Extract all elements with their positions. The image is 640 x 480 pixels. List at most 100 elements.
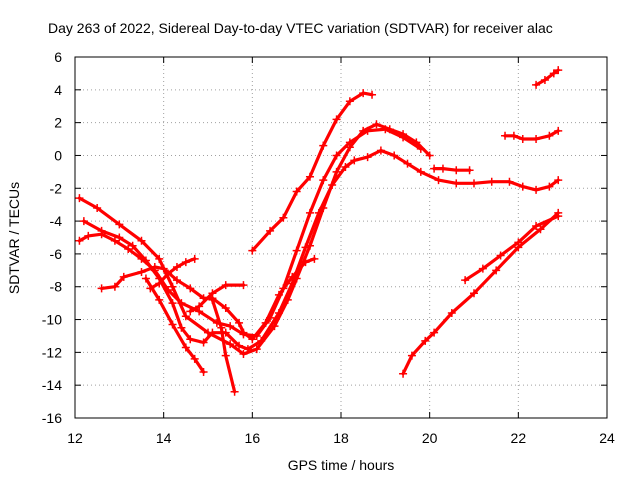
x-tick-label: 12 <box>67 430 83 446</box>
data-point-marker <box>181 343 190 352</box>
data-point-marker <box>235 341 244 350</box>
data-point-marker <box>221 304 230 313</box>
data-point-marker <box>478 264 487 273</box>
data-point-marker <box>381 125 390 134</box>
data-point-marker <box>487 177 496 186</box>
data-point-marker <box>465 166 474 175</box>
data-point-marker <box>376 146 385 155</box>
data-point-marker <box>186 284 195 293</box>
data-point-marker <box>470 179 478 188</box>
series-line <box>503 129 560 141</box>
data-point-marker <box>496 251 505 260</box>
data-point-marker <box>239 350 248 359</box>
series-track-13 <box>501 126 563 144</box>
x-tick-label: 22 <box>511 430 527 446</box>
data-point-marker <box>403 159 412 168</box>
data-point-marker <box>554 66 563 75</box>
series-track-3 <box>79 146 563 354</box>
data-point-marker <box>137 236 146 245</box>
data-point-marker <box>93 203 102 212</box>
data-point-marker <box>257 336 266 345</box>
data-point-marker <box>416 144 425 153</box>
data-point-marker <box>532 135 541 144</box>
data-point-marker <box>540 75 549 84</box>
data-point-marker <box>532 222 541 231</box>
data-point-marker <box>115 233 124 242</box>
data-point-marker <box>492 266 501 275</box>
data-point-marker <box>226 340 235 349</box>
data-point-marker <box>399 369 408 378</box>
data-point-marker <box>172 276 181 285</box>
data-point-marker <box>350 156 359 165</box>
data-point-marker <box>319 176 328 185</box>
data-point-marker <box>305 208 314 217</box>
data-point-marker <box>554 212 563 221</box>
data-point-marker <box>235 318 244 327</box>
data-point-marker <box>217 323 226 332</box>
data-point-marker <box>119 272 128 281</box>
series-track-14 <box>532 66 563 89</box>
data-point-marker <box>514 238 523 247</box>
data-point-marker <box>292 187 301 196</box>
data-point-marker <box>186 307 195 316</box>
y-tick-label: -10 <box>42 312 62 328</box>
data-point-marker <box>195 302 204 311</box>
series-line <box>144 276 206 374</box>
data-point-marker <box>288 272 297 281</box>
data-point-marker <box>532 185 541 194</box>
series-line <box>188 283 246 313</box>
chart-title: Day 263 of 2022, Sidereal Day-to-day VTE… <box>48 20 553 36</box>
x-tick-label: 14 <box>156 430 172 446</box>
data-point-marker <box>274 308 283 317</box>
data-point-marker <box>416 167 425 176</box>
y-tick-label: -16 <box>42 410 62 426</box>
data-point-marker <box>168 320 177 329</box>
series-line <box>463 214 560 282</box>
data-point-marker <box>363 126 372 135</box>
series-line <box>210 298 237 394</box>
data-point-marker <box>332 115 341 124</box>
data-point-marker <box>390 151 399 160</box>
data-point-marker <box>208 328 217 337</box>
data-point-marker <box>372 120 381 129</box>
series-track-9 <box>248 89 377 255</box>
data-point-marker <box>274 290 283 299</box>
data-point-marker <box>239 328 248 337</box>
series-track-8 <box>208 295 239 396</box>
data-point-marker <box>452 179 461 188</box>
data-point-marker <box>261 318 270 327</box>
series-track-11 <box>461 212 563 285</box>
data-point-marker <box>243 345 252 354</box>
x-tick-labels: 12 14 16 18 20 22 24 <box>67 430 615 446</box>
data-point-marker <box>221 281 230 290</box>
data-point-marker <box>345 97 354 106</box>
data-point-marker <box>190 354 199 363</box>
y-tick-label: -8 <box>50 279 63 295</box>
data-point-marker <box>252 345 261 354</box>
y-axis-label: SDTVAR / TECUs <box>6 182 22 294</box>
series-line <box>534 68 560 87</box>
data-point-marker <box>181 312 190 321</box>
data-point-marker <box>84 231 93 240</box>
data-point-marker <box>155 254 164 263</box>
data-point-marker <box>430 328 439 337</box>
x-tick-label: 18 <box>333 430 349 446</box>
data-point-marker <box>159 264 168 273</box>
data-point-marker <box>97 284 106 293</box>
data-point-marker <box>301 258 310 267</box>
data-point-marker <box>128 241 137 250</box>
series-track-6 <box>141 274 208 377</box>
data-point-marker <box>75 194 84 203</box>
data-point-marker <box>124 244 133 253</box>
data-point-marker <box>75 236 84 245</box>
y-tick-label: 0 <box>54 147 62 163</box>
series-line <box>432 167 472 172</box>
y-tick-label: -6 <box>50 246 63 262</box>
series-line <box>250 91 374 253</box>
y-tick-label: 6 <box>54 49 62 65</box>
x-tick-label: 16 <box>245 430 261 446</box>
data-point-marker <box>172 263 181 272</box>
series-line <box>401 211 560 376</box>
data-point-marker <box>314 208 323 217</box>
